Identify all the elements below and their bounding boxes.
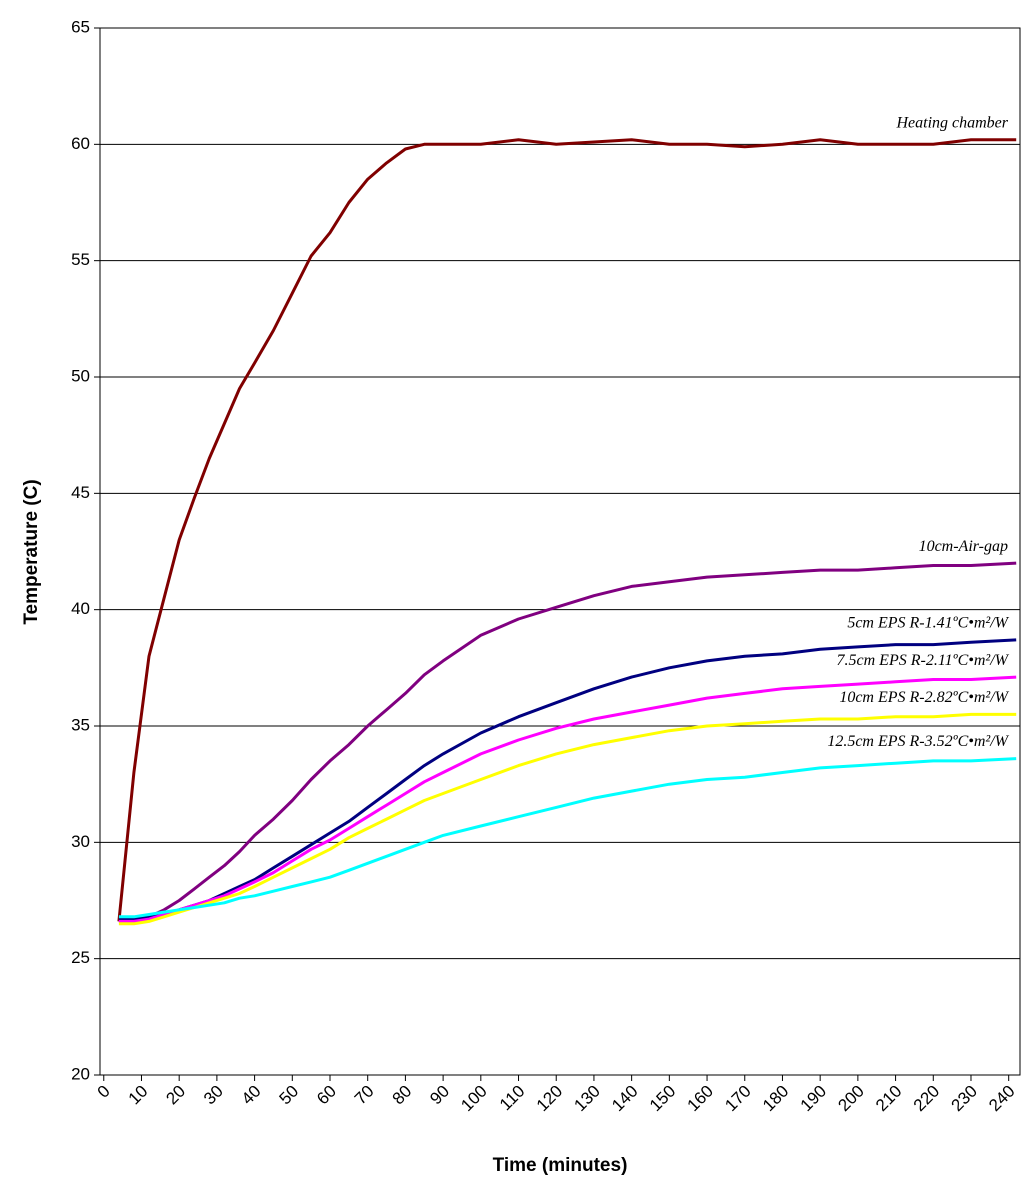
- x-tick-label: 120: [533, 1082, 566, 1115]
- x-tick-label: 0: [94, 1082, 114, 1102]
- x-tick-label: 100: [457, 1082, 490, 1115]
- x-tick-label: 170: [721, 1082, 754, 1115]
- x-axis-title: Time (minutes): [493, 1155, 628, 1176]
- series-label: 7.5cm EPS R-2.11ºC•m²/W: [837, 652, 1010, 669]
- x-tick-label: 160: [684, 1082, 717, 1115]
- series-label: 10cm-Air-gap: [919, 538, 1008, 555]
- x-tick-label: 40: [238, 1082, 265, 1109]
- y-tick-label: 45: [71, 483, 90, 502]
- series-label: 5cm EPS R-1.41ºC•m²/W: [847, 615, 1009, 632]
- x-tick-label: 90: [426, 1082, 453, 1109]
- x-tick-label: 70: [351, 1082, 378, 1109]
- x-tick-label: 220: [910, 1082, 943, 1115]
- x-tick-label: 190: [797, 1082, 830, 1115]
- series-label: 12.5cm EPS R-3.52ºC•m²/W: [827, 733, 1009, 750]
- y-tick-label: 60: [71, 134, 90, 153]
- x-tick-label: 50: [275, 1082, 302, 1109]
- y-axis-title: Temperature (C): [21, 479, 42, 624]
- x-tick-label: 230: [947, 1082, 980, 1115]
- x-tick-label: 130: [570, 1082, 603, 1115]
- y-tick-label: 35: [71, 715, 90, 734]
- y-tick-label: 50: [71, 366, 90, 385]
- x-tick-label: 110: [496, 1082, 529, 1115]
- x-tick-label: 140: [608, 1082, 641, 1115]
- x-tick-label: 210: [872, 1082, 905, 1115]
- x-tick-label: 180: [759, 1082, 792, 1115]
- y-tick-label: 40: [71, 599, 90, 618]
- series-label: Heating chamber: [895, 114, 1008, 131]
- x-tick-label: 30: [200, 1082, 227, 1109]
- plot-area: [100, 28, 1020, 1075]
- y-tick-label: 25: [71, 948, 90, 967]
- y-tick-label: 30: [71, 832, 90, 851]
- chart: Temperature (C) Time (minutes) 20 25 30 35 4…: [0, 0, 1030, 1188]
- x-tick-label: 20: [162, 1082, 189, 1109]
- y-tick-label: 55: [71, 250, 90, 269]
- x-tick-label: 200: [834, 1082, 867, 1115]
- series-label: 10cm EPS R-2.82ºC•m²/W: [839, 689, 1009, 706]
- x-tick-label: 240: [985, 1082, 1018, 1115]
- x-tick-label: 10: [125, 1082, 152, 1109]
- y-tick-label: 65: [71, 17, 90, 36]
- x-tick-label: 150: [646, 1082, 679, 1115]
- page: {"chart_data": {"type": "line", "x_label…: [0, 0, 1030, 1188]
- x-tick-label: 60: [313, 1082, 340, 1109]
- y-tick-label: 20: [71, 1064, 90, 1083]
- x-tick-label: 80: [389, 1082, 416, 1109]
